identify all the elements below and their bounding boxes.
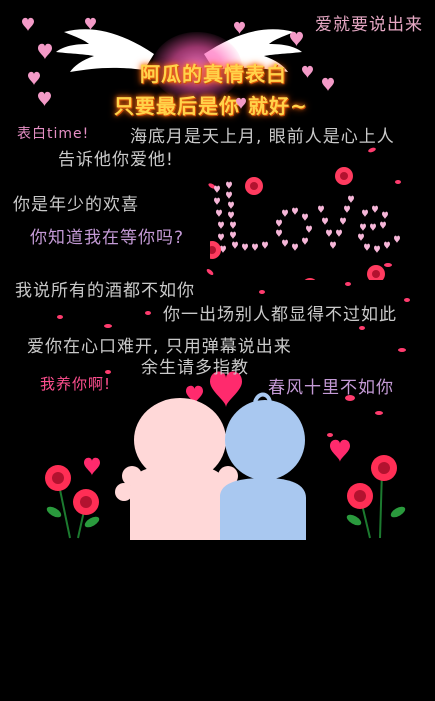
danmaku-line: 我说所有的酒都不如你	[15, 281, 195, 301]
danmaku-line: 告诉他你爱他!	[58, 150, 174, 170]
girl-figure	[115, 398, 244, 540]
danmaku-line: 你一出场别人都显得不过如此	[163, 305, 397, 325]
love-hearts-icon	[203, 167, 400, 294]
boy-figure	[220, 392, 306, 540]
danmaku-line: 你知道我在等你吗?	[30, 228, 185, 248]
roses-right	[340, 450, 415, 540]
danmaku-line: 爱你在心口难开, 只用弹幕说出来	[27, 337, 292, 357]
rose-icon	[203, 167, 385, 294]
top-right-caption: 爱就要说出来	[315, 15, 423, 35]
banner-subtitle: 只要最后是你 就好~	[114, 94, 308, 118]
glowing-heart-icon	[152, 32, 242, 102]
danmaku-line: 春风十里不如你	[268, 378, 394, 398]
danmaku-line: 表白time!	[17, 126, 90, 142]
banner: 阿瓜的真情表白 只要最后是你 就好~	[44, 14, 314, 118]
banner-title: 阿瓜的真情表白	[140, 62, 287, 86]
couple-icon	[115, 392, 306, 540]
couple-illustration	[110, 370, 320, 540]
roses-left	[40, 450, 110, 540]
danmaku-line: 海底月是天上月, 眼前人是心上人	[130, 127, 395, 147]
danmaku-line: 你是年少的欢喜	[13, 195, 139, 215]
love-heart-lettering	[203, 160, 420, 294]
rose-icon	[346, 455, 406, 539]
danmaku-line: 我养你啊!	[40, 375, 112, 393]
rose-icon	[45, 465, 100, 539]
danmaku-line: 余生请多指教	[141, 358, 249, 378]
